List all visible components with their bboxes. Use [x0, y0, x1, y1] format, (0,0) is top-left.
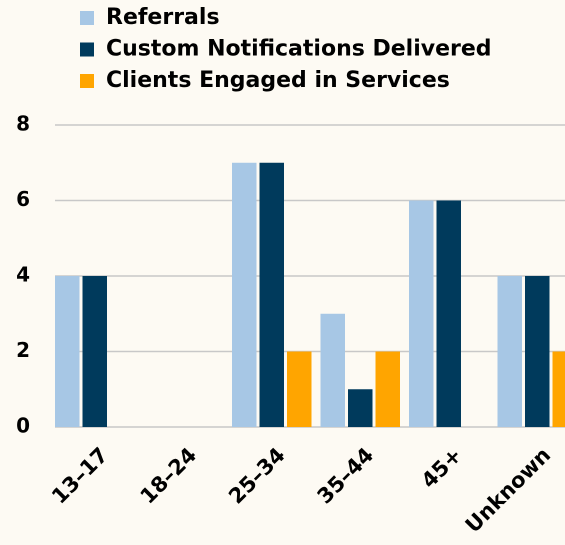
legend-swatch — [80, 42, 94, 57]
bar — [552, 351, 565, 427]
x-tick-label: 13–17 — [47, 443, 113, 509]
bar — [82, 276, 107, 427]
bar — [409, 200, 434, 427]
bar — [375, 351, 400, 427]
bar — [232, 162, 257, 427]
x-tick-label: 45+ — [417, 443, 467, 493]
bar — [348, 389, 373, 427]
legend-swatch — [80, 74, 94, 88]
y-tick-label: 2 — [16, 338, 30, 362]
bar — [525, 276, 550, 427]
y-tick-label: 4 — [16, 263, 30, 287]
y-tick-label: 0 — [16, 414, 30, 438]
x-tick-label: 35–44 — [313, 443, 379, 509]
bar — [436, 200, 461, 427]
bar — [497, 276, 522, 427]
x-tick-label: 25–34 — [224, 443, 290, 509]
bar — [259, 162, 284, 427]
x-tick-label: 18–24 — [136, 443, 202, 509]
x-tick-label: Unknown — [461, 443, 556, 538]
legend-label: Referrals — [106, 5, 220, 30]
bar — [287, 351, 312, 427]
legend-swatch — [80, 11, 94, 25]
bar — [55, 276, 80, 427]
y-tick-label: 8 — [16, 112, 30, 136]
y-tick-label: 6 — [16, 187, 30, 211]
legend-label: Clients Engaged in Services — [106, 68, 450, 93]
legend-label: Custom Notifications Delivered — [106, 37, 492, 62]
bar — [320, 313, 345, 427]
